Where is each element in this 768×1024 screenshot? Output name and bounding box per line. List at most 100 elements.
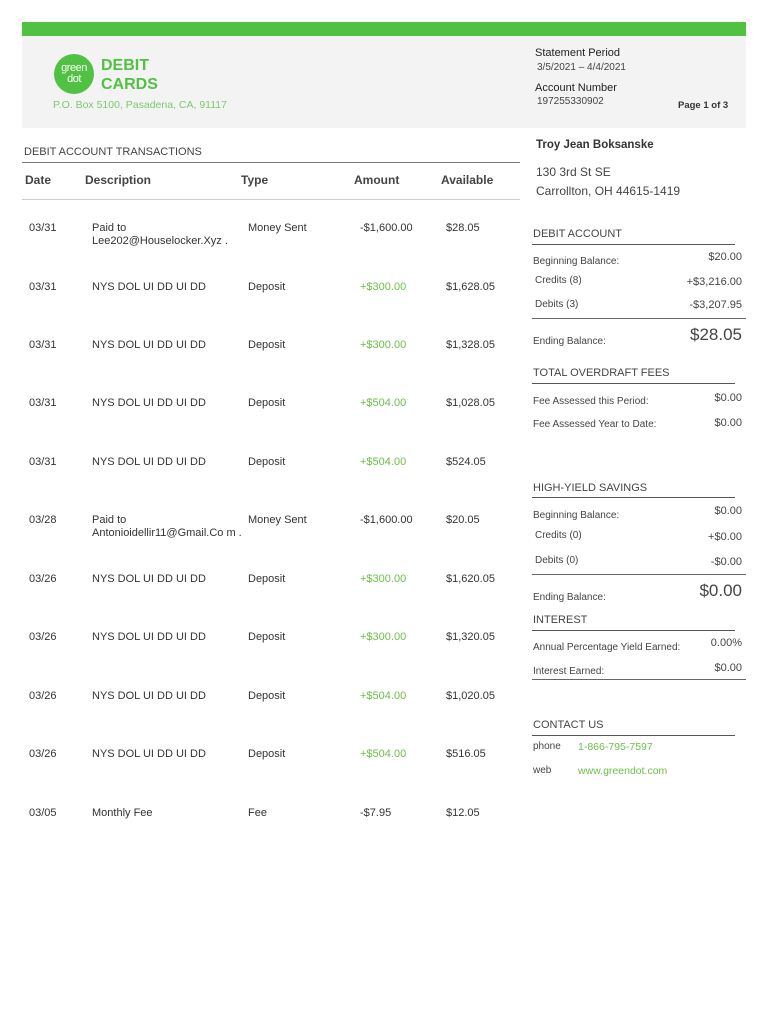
tx-date: 03/31 bbox=[29, 456, 57, 468]
savings-title: HIGH-YIELD SAVINGS bbox=[533, 482, 648, 494]
account-number-value: 197255330902 bbox=[537, 96, 604, 107]
interest-title: INTEREST bbox=[533, 614, 588, 626]
tx-date: 03/31 bbox=[29, 397, 57, 409]
tx-available: $1,328.05 bbox=[446, 339, 495, 351]
fee-ytd-value: $0.00 bbox=[714, 417, 742, 429]
tx-amount: +$300.00 bbox=[360, 281, 407, 293]
tx-amount: +$300.00 bbox=[360, 631, 407, 643]
header-accent-bar bbox=[22, 22, 746, 36]
apy-label: Annual Percentage Yield Earned: bbox=[533, 642, 681, 653]
fee-period-label: Fee Assessed this Period: bbox=[533, 396, 649, 407]
tx-date: 03/26 bbox=[29, 631, 57, 643]
fee-period-value: $0.00 bbox=[714, 392, 742, 404]
tx-description: NYS DOL UI DD UI DD bbox=[92, 339, 206, 351]
website-link[interactable]: www.greendot.com bbox=[578, 765, 668, 777]
tx-type: Deposit bbox=[248, 690, 286, 702]
tx-available: $516.05 bbox=[446, 748, 486, 760]
page-indicator: Page 1 of 3 bbox=[678, 100, 729, 111]
brand-line1: DEBIT bbox=[101, 57, 149, 74]
tx-available: $1,028.05 bbox=[446, 397, 495, 409]
interest-earned-value: $0.00 bbox=[714, 662, 742, 674]
tx-amount: -$1,600.00 bbox=[360, 222, 413, 234]
tx-available: $20.05 bbox=[446, 514, 480, 526]
tx-amount: +$504.00 bbox=[360, 748, 407, 760]
tx-type: Deposit bbox=[248, 748, 286, 760]
tx-amount: +$504.00 bbox=[360, 456, 407, 468]
tx-type: Deposit bbox=[248, 281, 286, 293]
fee-ytd-label: Fee Assessed Year to Date: bbox=[533, 419, 657, 430]
green-dot-logo-icon: green dot bbox=[54, 54, 94, 94]
tx-date: 03/31 bbox=[29, 222, 57, 234]
tx-available: $1,620.05 bbox=[446, 573, 495, 585]
tx-description: Paid to Lee202@Houselocker.Xyz . bbox=[92, 222, 228, 247]
column-header-amount: Amount bbox=[354, 173, 400, 187]
phone-link[interactable]: 1-866-795-7597 bbox=[578, 741, 653, 753]
tx-description: Monthly Fee bbox=[92, 807, 153, 819]
tx-description: NYS DOL UI DD UI DD bbox=[92, 397, 206, 409]
customer-name: Troy Jean Boksanske bbox=[536, 139, 654, 151]
customer-address-line1: 130 3rd St SE bbox=[536, 165, 611, 179]
tx-available: $524.05 bbox=[446, 456, 486, 468]
tx-date: 03/31 bbox=[29, 281, 57, 293]
ending-balance-label: Ending Balance: bbox=[533, 336, 606, 347]
credits-label: Credits (8) bbox=[535, 275, 582, 286]
debits-label: Debits (3) bbox=[535, 299, 579, 310]
column-header-type: Type bbox=[241, 173, 269, 187]
savings-credits-label: Credits (0) bbox=[535, 530, 582, 541]
brand-title: DEBIT CARDS bbox=[101, 56, 158, 94]
divider bbox=[22, 162, 520, 163]
tx-date: 03/05 bbox=[29, 807, 57, 819]
divider bbox=[532, 735, 735, 736]
account-number-label: Account Number bbox=[535, 82, 617, 94]
divider bbox=[532, 497, 735, 498]
tx-amount: -$7.95 bbox=[360, 807, 392, 819]
column-header-description: Description bbox=[85, 173, 152, 187]
header-band bbox=[22, 36, 746, 128]
debit-account-title: DEBIT ACCOUNT bbox=[533, 228, 623, 240]
column-header-date: Date bbox=[25, 173, 52, 187]
customer-address-line2: Carrollton, OH 44615-1419 bbox=[536, 184, 681, 198]
tx-amount: -$1,600.00 bbox=[360, 514, 413, 526]
tx-description: NYS DOL UI DD UI DD bbox=[92, 456, 206, 468]
savings-beginning-value: $0.00 bbox=[714, 505, 742, 517]
debits-value: -$3,207.95 bbox=[689, 299, 742, 311]
tx-type: Deposit bbox=[248, 397, 286, 409]
divider bbox=[532, 244, 735, 245]
divider bbox=[532, 383, 735, 384]
tx-available: $12.05 bbox=[446, 807, 480, 819]
savings-debits-value: -$0.00 bbox=[710, 556, 742, 568]
overdraft-title: TOTAL OVERDRAFT FEES bbox=[533, 367, 670, 379]
transactions-title: DEBIT ACCOUNT TRANSACTIONS bbox=[24, 146, 202, 158]
tx-available: $1,628.05 bbox=[446, 281, 495, 293]
divider bbox=[532, 630, 735, 631]
savings-debits-label: Debits (0) bbox=[535, 555, 579, 566]
savings-beginning-label: Beginning Balance: bbox=[533, 510, 620, 521]
tx-type: Deposit bbox=[248, 631, 286, 643]
tx-description: NYS DOL UI DD UI DD bbox=[92, 281, 206, 293]
beginning-balance-label: Beginning Balance: bbox=[533, 256, 620, 267]
savings-ending-value: $0.00 bbox=[699, 581, 742, 600]
savings-credits-value: +$0.00 bbox=[708, 531, 742, 543]
tx-amount: +$300.00 bbox=[360, 573, 407, 585]
tx-type: Deposit bbox=[248, 339, 286, 351]
tx-date: 03/28 bbox=[29, 514, 57, 526]
brand-line2: CARDS bbox=[101, 76, 158, 93]
credits-value: +$3,216.00 bbox=[686, 276, 742, 288]
tx-description: NYS DOL UI DD UI DD bbox=[92, 748, 206, 760]
tx-type: Money Sent bbox=[248, 514, 307, 526]
contact-title: CONTACT US bbox=[533, 719, 604, 731]
statement-period-value: 3/5/2021 – 4/4/2021 bbox=[537, 62, 626, 73]
tx-amount: +$504.00 bbox=[360, 397, 407, 409]
logo-line2: dot bbox=[67, 73, 81, 85]
apy-value: 0.00% bbox=[710, 637, 742, 649]
savings-ending-label: Ending Balance: bbox=[533, 592, 606, 603]
tx-type: Fee bbox=[248, 807, 267, 819]
tx-description: NYS DOL UI DD UI DD bbox=[92, 631, 206, 643]
web-label: web bbox=[533, 765, 552, 776]
tx-description: NYS DOL UI DD UI DD bbox=[92, 690, 206, 702]
tx-date: 03/26 bbox=[29, 748, 57, 760]
tx-amount: +$300.00 bbox=[360, 339, 407, 351]
tx-date: 03/26 bbox=[29, 573, 57, 585]
divider bbox=[532, 318, 746, 319]
ending-balance-value: $28.05 bbox=[690, 325, 742, 344]
